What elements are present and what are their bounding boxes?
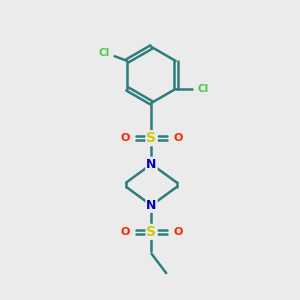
Text: Cl: Cl <box>99 48 110 58</box>
Text: S: S <box>146 225 157 239</box>
Text: S: S <box>146 131 157 145</box>
Text: O: O <box>173 227 183 237</box>
Text: N: N <box>146 199 157 212</box>
Text: O: O <box>120 133 130 143</box>
Text: Cl: Cl <box>197 84 208 94</box>
Text: O: O <box>173 133 183 143</box>
Text: N: N <box>146 158 157 171</box>
Text: O: O <box>120 227 130 237</box>
